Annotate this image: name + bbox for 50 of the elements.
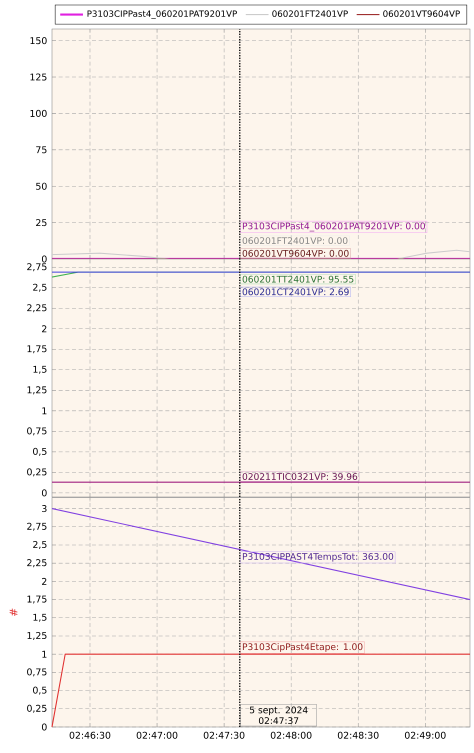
annotation: P3103CIPPast4_060201PAT9201VP: 0.00 (242, 222, 425, 232)
y-tick-label: 0,5 (33, 686, 46, 695)
y-tick-label: 1,5 (33, 366, 46, 374)
y-tick-label: 0,75 (27, 668, 46, 676)
annotation: 020211TIC0321VP: 39.96 (242, 473, 358, 480)
y-tick-label: 0 (42, 489, 47, 496)
y-tick-label: 75 (36, 146, 46, 154)
annotation: 5 sept. 2024 02:47:37 (250, 706, 308, 724)
y-tick-label: 2 (42, 578, 46, 585)
y-tick-label: 0 (42, 723, 47, 731)
y-tick-label: 1,25 (28, 386, 46, 394)
y-tick-label: 1,75 (28, 596, 46, 604)
y-tick-label: 0,75 (27, 427, 46, 436)
y-tick-label: 2,5 (33, 284, 46, 292)
y-tick-label: 0,25 (27, 704, 46, 713)
y-tick-label: 1,25 (28, 632, 46, 640)
x-tick-label: 02:48:30 (338, 732, 379, 739)
y-tick-label: 1 (42, 407, 46, 414)
x-tick-label: 02:46:30 (70, 732, 110, 739)
y-tick-label: 0,5 (33, 448, 46, 456)
x-tick-label: 02:49:00 (404, 732, 446, 739)
x-tick-label: 02:48:00 (270, 732, 312, 739)
y-tick-label: 2 (42, 325, 46, 332)
y-axis-title: # (10, 608, 18, 616)
x-tick-label: 02:47:30 (204, 732, 244, 739)
y-tick-label: 1,75 (28, 345, 46, 354)
y-tick-label: 1,5 (33, 614, 46, 622)
legend-label: 060201FT2401VP (272, 10, 348, 17)
y-tick-label: 0 (42, 255, 47, 263)
annotation: 060201FT2401VP: 0.00 (242, 237, 348, 244)
y-tick-label: 2,75 (27, 522, 46, 531)
legend-label: P3103CIPPast4_060201PAT9201VP (88, 10, 237, 19)
y-tick-label: 3 (42, 505, 47, 512)
y-tick-label: 0,25 (27, 468, 46, 476)
y-tick-label: 100 (30, 110, 47, 117)
annotation: 060201CT2401VP: 2.69 (242, 288, 349, 296)
y-tick-label: 2,75 (27, 263, 46, 272)
legend-label: 060201VT9604VP (383, 10, 460, 17)
x-tick-label: 02:47:00 (136, 732, 178, 739)
y-tick-label: 25 (36, 219, 46, 226)
y-tick-label: 2,5 (33, 540, 46, 549)
y-tick-label: 2,25 (27, 559, 46, 568)
y-tick-label: 150 (30, 37, 47, 44)
y-tick-label: 2,25 (27, 304, 46, 312)
y-tick-label: 50 (36, 182, 47, 190)
y-tick-label: 125 (30, 74, 46, 81)
y-tick-label: 1 (42, 650, 46, 658)
annotation: 060201TT2401VP: 95.55 (242, 276, 354, 283)
annotation: 060201VT9604VP: 0.00 (242, 250, 349, 257)
annotation: P3103CipPast4Etape: 1.00 (242, 643, 362, 652)
